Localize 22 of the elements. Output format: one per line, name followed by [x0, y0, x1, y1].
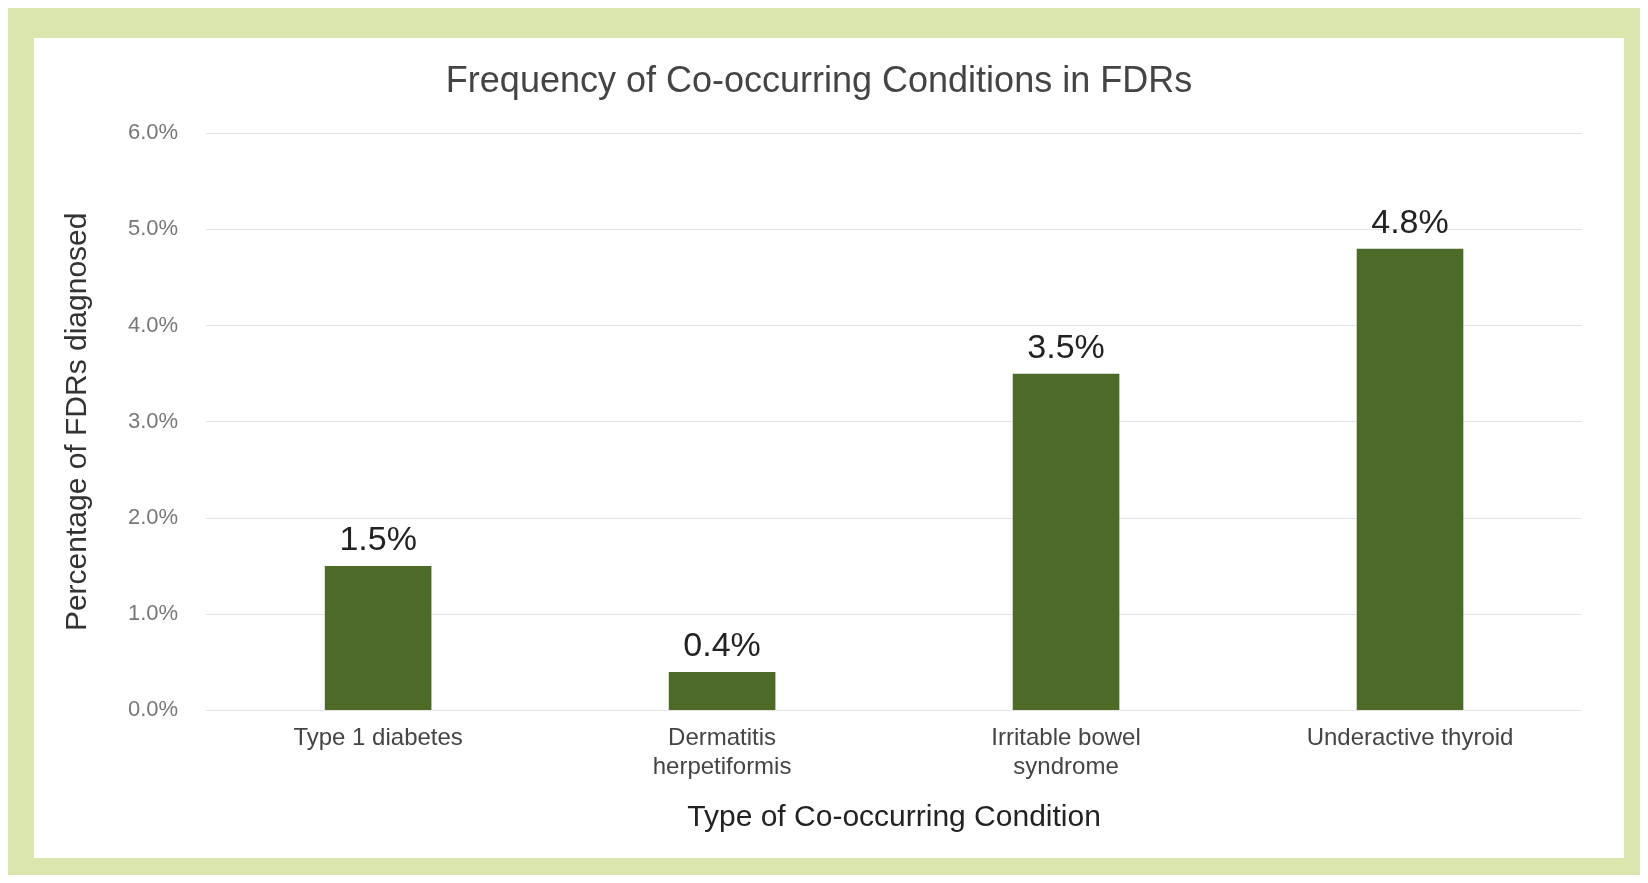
bar	[1012, 373, 1120, 710]
x-tick-label: Underactive thyroid	[1306, 723, 1514, 751]
x-tick-label: Dermatitis herpetiformis	[652, 723, 792, 780]
chart-title: Frequency of Co-occurring Conditions in FDRs	[445, 58, 1193, 100]
y-tick-label: 0.0%	[127, 696, 179, 722]
y-tick-label: 6.0%	[127, 119, 179, 145]
data-label: 4.8%	[1371, 202, 1449, 241]
y-tick-label: 5.0%	[127, 215, 179, 241]
bar	[668, 671, 776, 710]
data-label: 3.5%	[1027, 327, 1105, 366]
y-tick-label: 4.0%	[127, 311, 179, 337]
bar	[324, 566, 432, 710]
x-tick-label: Irritable bowel syndrome	[991, 723, 1141, 780]
y-tick-label: 2.0%	[127, 504, 179, 530]
data-label: 1.5%	[339, 519, 417, 558]
data-label: 0.4%	[683, 625, 761, 664]
y-tick-label: 3.0%	[127, 407, 179, 433]
y-tick-label: 1.0%	[127, 600, 179, 626]
x-tick-label: Type 1 diabetes	[293, 723, 463, 751]
x-axis-title: Type of Co-occurring Condition	[687, 799, 1101, 833]
y-axis-title: Percentage of FDRs diagnosed	[59, 212, 93, 632]
bar	[1356, 248, 1464, 710]
